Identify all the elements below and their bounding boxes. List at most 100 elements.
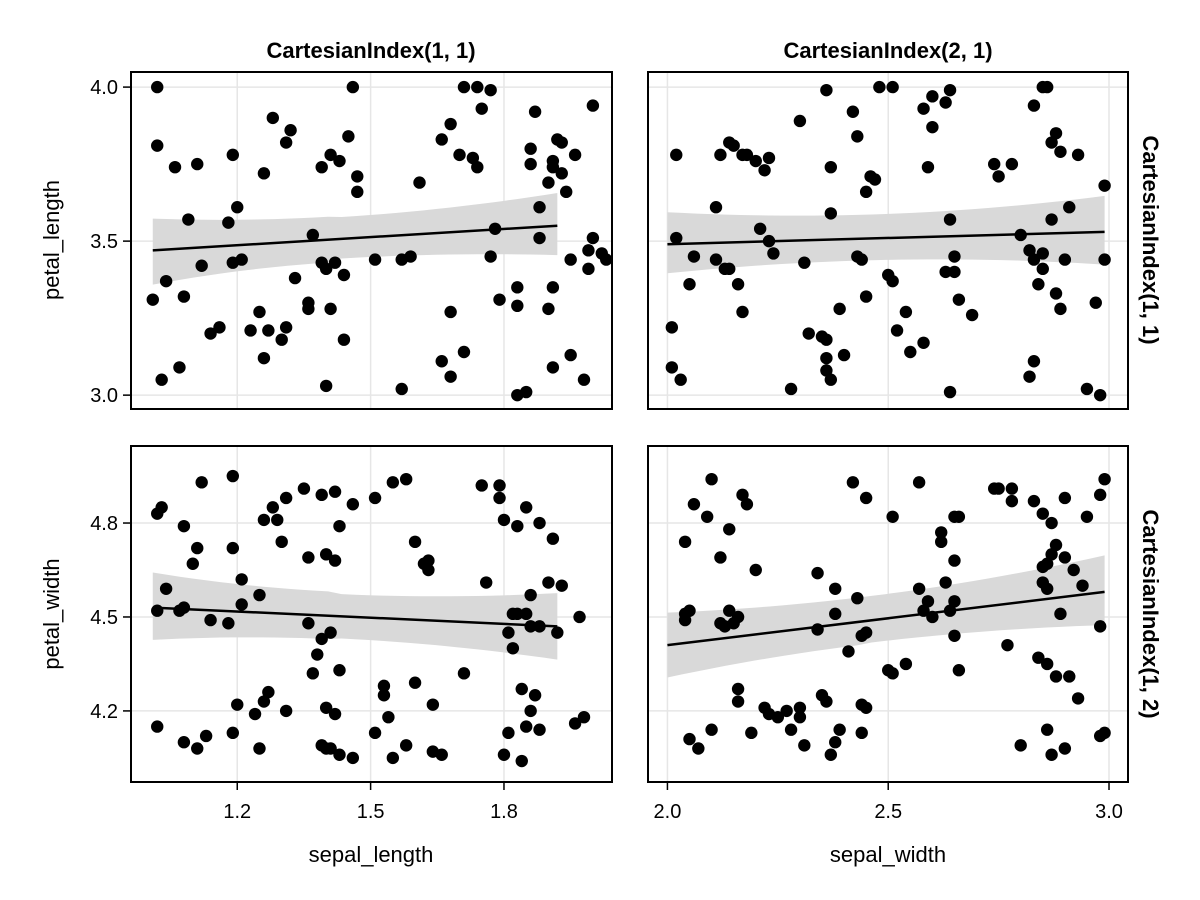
data-point bbox=[665, 321, 679, 334]
data-point bbox=[1080, 382, 1094, 396]
data-point bbox=[551, 626, 564, 639]
data-point bbox=[337, 268, 351, 282]
data-point bbox=[886, 667, 899, 680]
data-point bbox=[546, 361, 560, 374]
data-point bbox=[674, 373, 687, 386]
data-point bbox=[257, 513, 271, 527]
data-point bbox=[493, 293, 506, 306]
data-point bbox=[288, 271, 302, 285]
data-point bbox=[1071, 692, 1085, 705]
data-point bbox=[279, 491, 293, 505]
data-point bbox=[324, 302, 337, 316]
data-point bbox=[155, 373, 168, 386]
data-point bbox=[1049, 538, 1063, 552]
data-point bbox=[257, 695, 271, 708]
data-point bbox=[333, 154, 346, 168]
data-point bbox=[904, 345, 917, 359]
data-point bbox=[253, 742, 266, 755]
data-point bbox=[749, 563, 762, 577]
data-point bbox=[1098, 253, 1111, 266]
data-point bbox=[493, 491, 506, 505]
data-point bbox=[952, 664, 966, 677]
data-point bbox=[714, 551, 727, 564]
data-point bbox=[917, 336, 930, 349]
data-point bbox=[670, 148, 683, 162]
data-point bbox=[528, 689, 542, 702]
data-point bbox=[829, 607, 842, 621]
data-point bbox=[948, 250, 961, 263]
data-point bbox=[1027, 253, 1041, 266]
data-point bbox=[324, 626, 337, 639]
data-point bbox=[939, 96, 952, 109]
data-point bbox=[511, 281, 524, 294]
data-point bbox=[524, 142, 537, 155]
data-point bbox=[1045, 213, 1058, 226]
data-point bbox=[780, 704, 793, 718]
data-point bbox=[771, 710, 785, 724]
data-point bbox=[1058, 742, 1072, 755]
data-point bbox=[829, 736, 842, 749]
x-axis-label: sepal_width bbox=[830, 842, 946, 867]
data-point bbox=[1093, 388, 1107, 402]
data-point bbox=[191, 541, 204, 555]
data-point bbox=[471, 160, 484, 174]
data-point bbox=[151, 139, 164, 152]
data-point bbox=[948, 265, 961, 279]
data-point bbox=[368, 726, 382, 740]
data-point bbox=[1049, 127, 1063, 140]
data-point bbox=[829, 582, 842, 595]
data-point bbox=[740, 498, 754, 511]
data-point bbox=[324, 742, 337, 755]
data-point bbox=[859, 491, 873, 505]
data-point bbox=[921, 160, 935, 174]
data-point bbox=[222, 216, 235, 229]
data-point bbox=[568, 148, 582, 162]
data-point bbox=[846, 105, 860, 118]
x-tick-label: 1.5 bbox=[357, 801, 385, 823]
data-point bbox=[758, 164, 771, 177]
data-point bbox=[952, 293, 966, 306]
data-point bbox=[1045, 548, 1058, 561]
data-point bbox=[257, 167, 271, 180]
data-point bbox=[753, 222, 767, 235]
data-point bbox=[1067, 563, 1080, 577]
facet-panel: 2.0 2.5 3.0 bbox=[647, 445, 1129, 823]
data-point bbox=[1058, 551, 1072, 564]
data-point bbox=[435, 748, 448, 761]
data-point bbox=[453, 148, 466, 162]
data-point bbox=[555, 167, 568, 180]
data-point bbox=[506, 642, 520, 655]
y-tick-label: 4.2 bbox=[90, 701, 118, 723]
y-tick-label: 3.0 bbox=[90, 385, 118, 407]
data-point bbox=[859, 185, 873, 199]
data-point bbox=[173, 361, 186, 374]
data-point bbox=[1045, 516, 1058, 530]
facet-panel bbox=[647, 71, 1129, 410]
data-point bbox=[520, 501, 533, 514]
data-point bbox=[444, 305, 457, 319]
data-point bbox=[346, 498, 360, 511]
data-point bbox=[315, 160, 328, 174]
data-point bbox=[824, 160, 838, 174]
data-point bbox=[177, 601, 191, 614]
panel-frame bbox=[130, 445, 613, 783]
data-point bbox=[1005, 482, 1019, 495]
row-title: CartesianIndex(1, 2) bbox=[1138, 509, 1163, 718]
data-point bbox=[798, 739, 811, 752]
data-point bbox=[811, 566, 824, 580]
data-point bbox=[1045, 136, 1058, 149]
data-point bbox=[793, 710, 807, 724]
data-point bbox=[511, 519, 524, 533]
data-point bbox=[484, 83, 497, 97]
data-point bbox=[515, 682, 528, 696]
data-point bbox=[740, 148, 754, 162]
data-point bbox=[948, 554, 961, 567]
data-point bbox=[1058, 253, 1072, 266]
panel-frame bbox=[647, 71, 1129, 410]
data-point bbox=[346, 80, 360, 94]
data-point bbox=[542, 176, 555, 189]
data-point bbox=[155, 501, 168, 514]
data-point bbox=[1001, 638, 1014, 652]
data-point bbox=[235, 573, 248, 586]
data-point bbox=[564, 253, 577, 266]
